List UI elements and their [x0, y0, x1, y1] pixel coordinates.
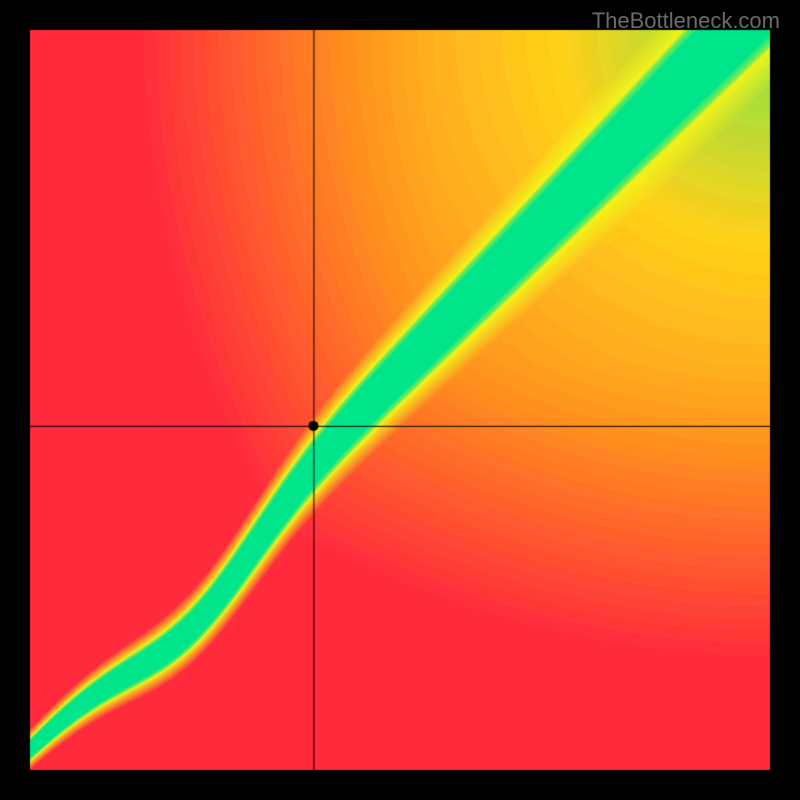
heatmap-canvas — [0, 0, 800, 800]
chart-container: TheBottleneck.com — [0, 0, 800, 800]
watermark-text: TheBottleneck.com — [592, 8, 780, 34]
